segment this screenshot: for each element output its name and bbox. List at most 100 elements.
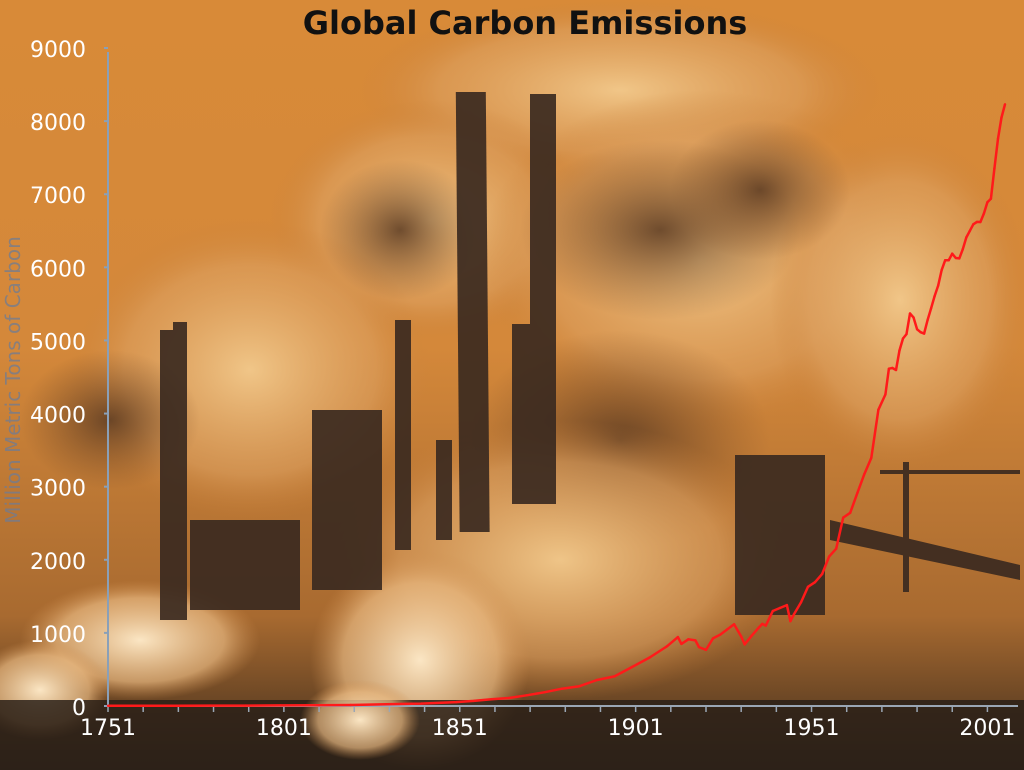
emissions-data-point [543,691,546,694]
x-tick-labels: 1751 1801 1851 1901 1951 2001 [80,706,1015,741]
x-tick-label: 1801 [256,716,312,741]
emissions-data-point [996,137,1000,140]
emissions-data-point [761,622,764,626]
emissions-data-point [1000,116,1003,119]
chart-title: Global Carbon Emissions [303,4,748,42]
emissions-data-point [849,511,852,514]
emissions-data-point [732,623,736,626]
emissions-data-point [507,696,511,700]
emissions-data-point [947,259,950,262]
y-tick-label: 8000 [30,111,86,136]
emissions-data-point [937,284,940,287]
y-tick-label: 2000 [30,550,86,575]
y-tick-label: 1000 [30,623,86,648]
emissions-data-point [905,332,908,336]
emissions-data-point [138,704,141,707]
emissions-data-point [813,581,817,584]
emissions-data-point [901,337,905,340]
emissions-data-point [968,229,971,233]
emissions-data-point [718,633,722,636]
emissions-data-point [490,698,493,701]
emissions-data-point [694,639,697,642]
emissions-data-point [982,212,986,215]
emissions-data-point [750,634,753,637]
emissions-data-point [743,643,746,646]
emissions-data-point [975,220,979,224]
emissions-series-line [108,103,1007,708]
emissions-data-point [933,294,936,298]
x-tick-label: 1751 [80,716,136,741]
emissions-data-point [740,635,743,638]
emissions-data-point [891,366,894,370]
emissions-data-point [887,367,891,370]
emissions-data-point [894,368,898,372]
emissions-data-point [578,685,581,688]
emissions-data-point [1003,103,1007,106]
y-tick-labels: 0 1000 2000 3000 4000 5000 6000 7000 8000 9000 [30,38,108,721]
emissions-data-point [279,704,282,707]
emissions-data-point [912,316,915,319]
emissions-data-point [940,268,943,272]
emissions-data-point [208,704,212,707]
x-tick-label: 1901 [608,716,664,741]
emissions-data-point [820,572,824,576]
emissions-data-point [680,642,683,646]
emissions-data-point [244,704,247,707]
emissions-data-point [979,220,982,224]
emissions-data-point [630,665,634,669]
emissions-data-point [789,620,792,623]
emissions-data-point [525,694,528,697]
emissions-data-point [676,635,680,639]
emissions-data-point [785,603,789,607]
y-axis-label: Million Metric Tons of Carbon [1,236,25,523]
emissions-data-point [989,197,993,200]
emissions-data-point [595,678,599,682]
emissions-data-point [806,585,810,588]
emissions-data-point [986,201,989,204]
emissions-data-point [965,236,968,239]
emissions-data-point [757,626,760,629]
emissions-data-point [697,645,701,649]
emissions-data-point [877,408,880,411]
emissions-data-point [926,318,929,322]
emissions-data-point [898,349,901,352]
emissions-data-point [778,606,782,610]
x-tick-label: 1851 [432,716,488,741]
emissions-data-point [419,702,423,705]
emissions-data-point [972,223,975,226]
emissions-data-point [349,703,352,707]
x-tick-label: 1951 [784,716,840,741]
emissions-data-point [863,473,866,476]
emissions-data-point [954,256,957,260]
y-tick-label: 7000 [30,184,86,209]
emissions-data-point [799,601,803,604]
emissions-data-point [870,456,873,460]
emissions-data-point [771,609,774,613]
emissions-data-point [919,331,922,334]
emissions-data-point [958,257,961,260]
emissions-data-point [827,555,831,558]
emissions-data-point [908,312,912,315]
y-tick-label: 3000 [30,477,86,502]
emissions-data-point [835,547,838,550]
y-tick-label: 6000 [30,257,86,282]
emissions-data-point [961,248,964,251]
emissions-data-point [929,307,933,310]
emissions-data-point [106,704,110,707]
emissions-data-point [687,638,690,641]
emissions-data-point [884,393,887,396]
emissions-data-point [173,704,176,707]
emissions-data-point [792,613,796,616]
emissions-data-point [764,624,767,627]
emissions-data-point [560,687,563,690]
y-tick-label: 5000 [30,330,86,355]
emissions-data-point [725,628,729,631]
emissions-data-point [613,675,616,678]
y-tick-label: 9000 [30,38,86,63]
emissions-data-point [922,332,926,335]
emissions-data-point [711,637,715,640]
emissions-data-point [944,259,947,262]
emissions-data-point [666,644,669,648]
